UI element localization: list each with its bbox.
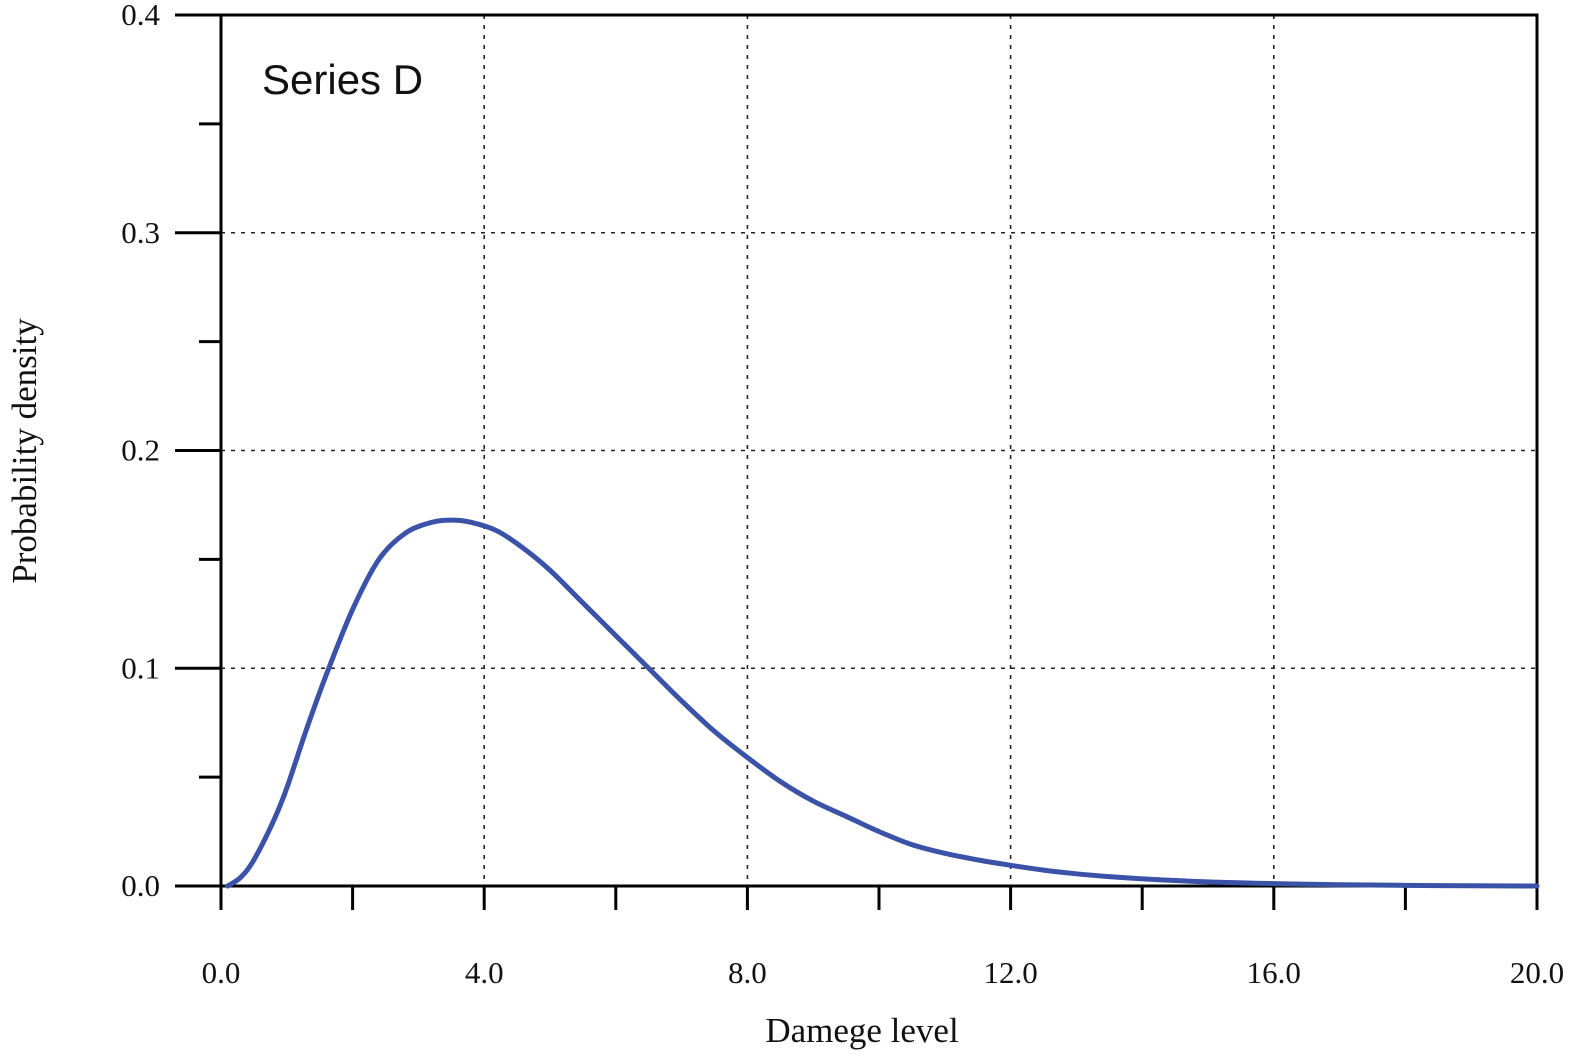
grid-lines	[221, 15, 1537, 886]
y-tick-label: 0.1	[121, 650, 160, 685]
series-line	[225, 517, 1540, 889]
y-axis-title: Probability density	[5, 318, 44, 584]
x-axis-title: Damege level	[765, 1011, 959, 1050]
series-annotation: Series D	[262, 56, 423, 103]
y-tick-label: 0.3	[121, 215, 160, 250]
x-tick-label: 0.0	[202, 955, 241, 990]
x-tick-label: 4.0	[465, 955, 504, 990]
y-tick-label: 0.2	[121, 433, 160, 468]
y-tick-label: 0.0	[121, 868, 160, 903]
y-tick-labels: 0.0 0.1 0.2 0.3 0.4	[121, 0, 160, 903]
x-tick-label: 12.0	[983, 955, 1037, 990]
x-tick-label: 8.0	[728, 955, 767, 990]
x-tick-label: 16.0	[1247, 955, 1301, 990]
x-tick-labels: 0.0 4.0 8.0 12.0 16.0 20.0	[202, 955, 1565, 990]
y-tick-label: 0.4	[121, 0, 160, 32]
x-tick-label: 20.0	[1510, 955, 1564, 990]
plot-frame	[219, 13, 1539, 888]
axis-ticks	[175, 13, 1539, 910]
